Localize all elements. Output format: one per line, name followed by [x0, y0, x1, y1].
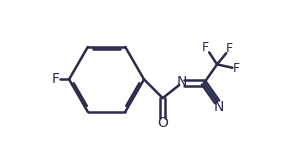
- Text: F: F: [226, 42, 233, 55]
- Text: F: F: [202, 41, 209, 54]
- Text: N: N: [176, 75, 187, 89]
- Text: F: F: [233, 62, 240, 75]
- Text: O: O: [157, 116, 168, 130]
- Text: N: N: [214, 100, 224, 115]
- Text: F: F: [51, 72, 59, 86]
